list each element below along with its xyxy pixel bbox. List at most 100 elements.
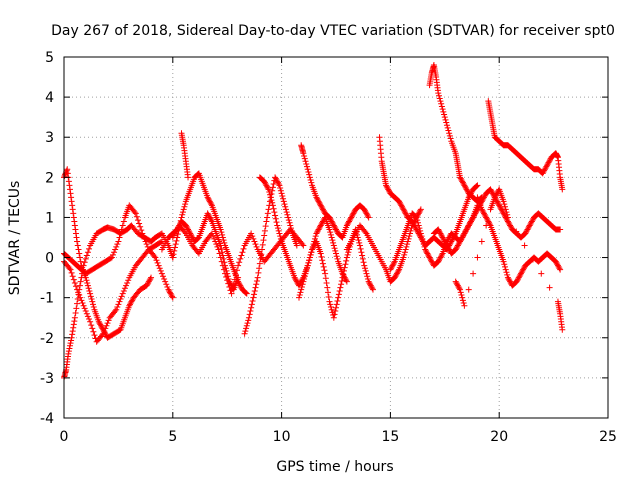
data-point <box>392 273 399 280</box>
data-point <box>280 198 287 205</box>
data-point <box>459 234 466 241</box>
data-point <box>443 241 450 248</box>
data-point <box>223 267 230 274</box>
data-point <box>347 215 354 222</box>
data-point <box>300 278 307 285</box>
data-point <box>147 275 154 282</box>
data-point <box>207 215 214 222</box>
data-point <box>204 210 211 217</box>
data-point <box>255 269 262 276</box>
data-point <box>504 271 511 278</box>
data-point <box>467 218 474 225</box>
data-point <box>335 294 342 301</box>
data-point <box>220 266 227 273</box>
data-point <box>242 328 249 335</box>
data-point <box>165 286 172 293</box>
data-point <box>275 227 282 234</box>
data-point <box>463 186 470 193</box>
data-point <box>299 281 306 288</box>
data-point <box>486 219 493 226</box>
data-point <box>177 217 184 224</box>
data-point <box>389 262 396 269</box>
data-point <box>133 213 140 220</box>
data-point <box>233 267 240 274</box>
data-point <box>401 207 408 214</box>
data-point <box>445 127 452 134</box>
data-point <box>496 202 503 209</box>
data-point <box>263 218 270 225</box>
data-point <box>319 205 326 212</box>
series-track-g <box>178 130 192 181</box>
data-point <box>443 119 450 126</box>
data-point <box>84 313 91 320</box>
data-point <box>544 162 551 169</box>
data-point <box>406 230 413 237</box>
data-point <box>284 211 291 218</box>
data-point <box>544 160 551 167</box>
data-point <box>323 279 330 286</box>
data-point <box>517 271 524 278</box>
data-point <box>65 348 72 355</box>
data-point <box>74 286 81 293</box>
data-point <box>328 306 335 313</box>
data-point <box>269 187 276 194</box>
data-point <box>214 243 221 250</box>
data-point <box>369 285 376 292</box>
data-point <box>269 199 276 206</box>
data-point <box>438 251 445 258</box>
data-point <box>179 211 186 218</box>
data-point <box>77 258 84 265</box>
data-point <box>462 183 469 190</box>
data-point <box>435 258 442 265</box>
data-point <box>98 324 105 331</box>
data-point <box>435 257 442 264</box>
data-point <box>405 235 412 242</box>
data-point <box>554 262 561 269</box>
data-point <box>235 279 242 286</box>
data-point <box>393 271 400 278</box>
data-point <box>416 209 423 216</box>
data-point <box>71 222 78 229</box>
x-axis-label: GPS time / hours <box>276 459 393 475</box>
data-point <box>249 298 256 305</box>
data-point <box>421 243 428 250</box>
data-point <box>480 210 487 217</box>
data-point <box>314 197 321 204</box>
data-point <box>469 215 476 222</box>
data-point <box>435 226 442 233</box>
data-point <box>118 226 125 233</box>
data-point <box>363 270 370 277</box>
data-point <box>359 255 366 262</box>
data-point <box>237 283 244 290</box>
data-point <box>74 296 81 303</box>
data-point <box>169 293 176 300</box>
data-point <box>270 181 277 188</box>
data-point <box>327 217 334 224</box>
data-point <box>494 199 501 206</box>
data-point <box>527 221 534 228</box>
data-point <box>113 306 120 313</box>
data-point <box>291 274 298 281</box>
data-point <box>80 262 87 269</box>
data-point <box>90 328 97 335</box>
data-point <box>461 302 468 309</box>
data-point <box>361 206 368 213</box>
data-point <box>360 259 367 266</box>
data-point <box>68 337 75 344</box>
data-point <box>332 308 339 315</box>
data-point <box>287 222 294 229</box>
data-point <box>369 286 376 293</box>
data-point <box>217 226 224 233</box>
data-point <box>247 308 254 315</box>
data-point <box>438 253 445 260</box>
data-point <box>326 214 333 221</box>
data-point <box>507 278 514 285</box>
x-tick-label: 25 <box>599 429 617 445</box>
data-point <box>436 95 443 102</box>
data-point <box>393 270 400 277</box>
data-point <box>503 209 510 216</box>
data-point <box>286 219 293 226</box>
data-point <box>436 255 443 262</box>
data-point <box>71 279 78 286</box>
data-point <box>422 247 429 254</box>
